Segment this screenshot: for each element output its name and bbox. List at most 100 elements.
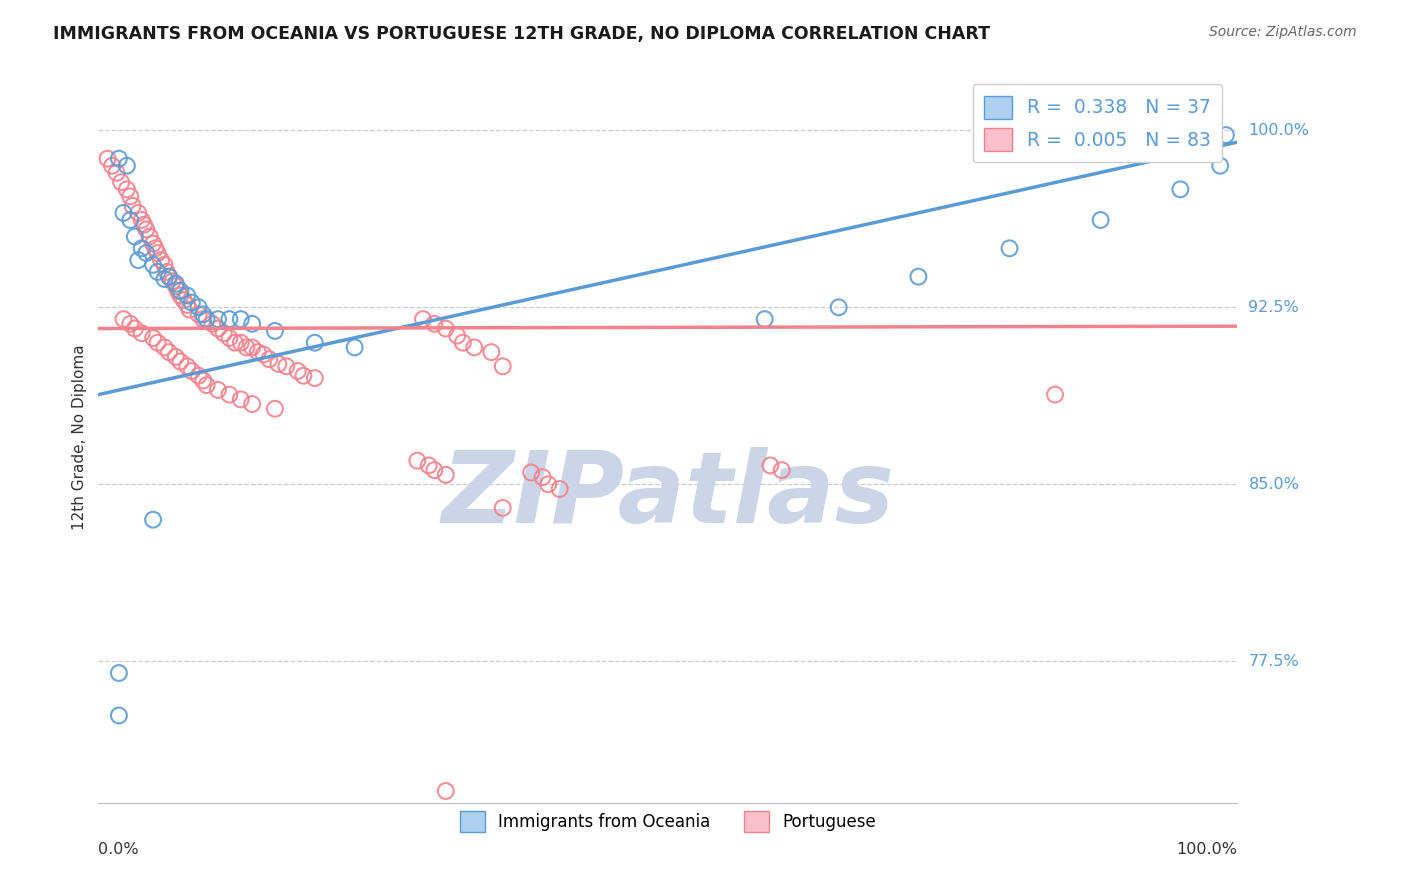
Point — [492, 359, 515, 374]
Text: 85.0%: 85.0% — [1249, 476, 1299, 491]
Point — [108, 666, 131, 681]
Point — [264, 324, 287, 338]
Point — [169, 354, 191, 368]
Point — [145, 241, 167, 255]
Point — [110, 175, 132, 189]
Point — [135, 246, 157, 260]
Point — [406, 453, 429, 467]
Text: 100.0%: 100.0% — [1249, 123, 1309, 138]
Point — [176, 298, 198, 312]
Point — [201, 317, 224, 331]
Point — [207, 383, 229, 397]
Point — [180, 364, 202, 378]
Point — [998, 241, 1021, 255]
Point — [176, 288, 198, 302]
Point — [229, 392, 252, 407]
Point — [304, 371, 326, 385]
Point — [121, 199, 143, 213]
Point — [1215, 128, 1237, 142]
Point — [1090, 213, 1112, 227]
Point — [224, 335, 246, 350]
Point — [770, 463, 793, 477]
Point — [146, 246, 169, 260]
Point — [187, 368, 209, 383]
Point — [246, 345, 269, 359]
Point — [127, 206, 149, 220]
Point — [240, 397, 263, 411]
Point — [479, 345, 502, 359]
Point — [212, 326, 235, 341]
Point — [1170, 182, 1192, 196]
Point — [195, 312, 218, 326]
Point — [146, 265, 169, 279]
Point — [176, 359, 198, 374]
Point — [153, 272, 176, 286]
Point — [135, 222, 157, 236]
Point — [153, 258, 176, 272]
Point — [142, 236, 165, 251]
Y-axis label: 12th Grade, No Diploma: 12th Grade, No Diploma — [72, 344, 87, 530]
Point — [463, 340, 485, 354]
Point — [434, 321, 457, 335]
Point — [412, 312, 434, 326]
Point — [423, 463, 446, 477]
Point — [828, 301, 851, 315]
Point — [180, 295, 202, 310]
Point — [165, 350, 187, 364]
Point — [127, 253, 149, 268]
Point — [157, 269, 180, 284]
Text: 100.0%: 100.0% — [1177, 842, 1237, 856]
Point — [218, 312, 240, 326]
Point — [115, 159, 138, 173]
Point — [207, 312, 229, 326]
Point — [169, 288, 191, 302]
Point — [142, 513, 165, 527]
Point — [434, 784, 457, 798]
Point — [537, 477, 560, 491]
Point — [157, 269, 180, 284]
Text: 77.5%: 77.5% — [1249, 654, 1299, 669]
Point — [167, 284, 190, 298]
Text: 92.5%: 92.5% — [1249, 300, 1299, 315]
Point — [173, 293, 195, 308]
Point — [423, 317, 446, 331]
Point — [259, 352, 281, 367]
Point — [112, 206, 135, 220]
Point — [492, 500, 515, 515]
Point — [193, 312, 215, 326]
Point — [165, 279, 187, 293]
Point — [124, 229, 146, 244]
Point — [252, 347, 274, 361]
Point — [451, 335, 474, 350]
Point — [169, 284, 191, 298]
Point — [146, 335, 169, 350]
Point — [434, 467, 457, 482]
Text: Source: ZipAtlas.com: Source: ZipAtlas.com — [1209, 25, 1357, 39]
Point — [235, 340, 257, 354]
Point — [292, 368, 315, 383]
Text: 0.0%: 0.0% — [98, 842, 139, 856]
Point — [304, 335, 326, 350]
Point — [276, 359, 298, 374]
Point — [138, 229, 160, 244]
Text: ZIPatlas: ZIPatlas — [441, 447, 894, 544]
Point — [193, 374, 215, 388]
Point — [157, 345, 180, 359]
Point — [187, 307, 209, 321]
Point — [229, 312, 252, 326]
Point — [240, 340, 263, 354]
Point — [153, 340, 176, 354]
Point — [759, 458, 782, 473]
Point — [548, 482, 571, 496]
Point — [142, 331, 165, 345]
Point — [193, 307, 215, 321]
Point — [218, 387, 240, 401]
Point — [907, 269, 929, 284]
Point — [131, 326, 153, 341]
Point — [418, 458, 440, 473]
Point — [343, 340, 366, 354]
Point — [218, 331, 240, 345]
Point — [120, 213, 142, 227]
Point — [101, 159, 124, 173]
Point — [120, 317, 142, 331]
